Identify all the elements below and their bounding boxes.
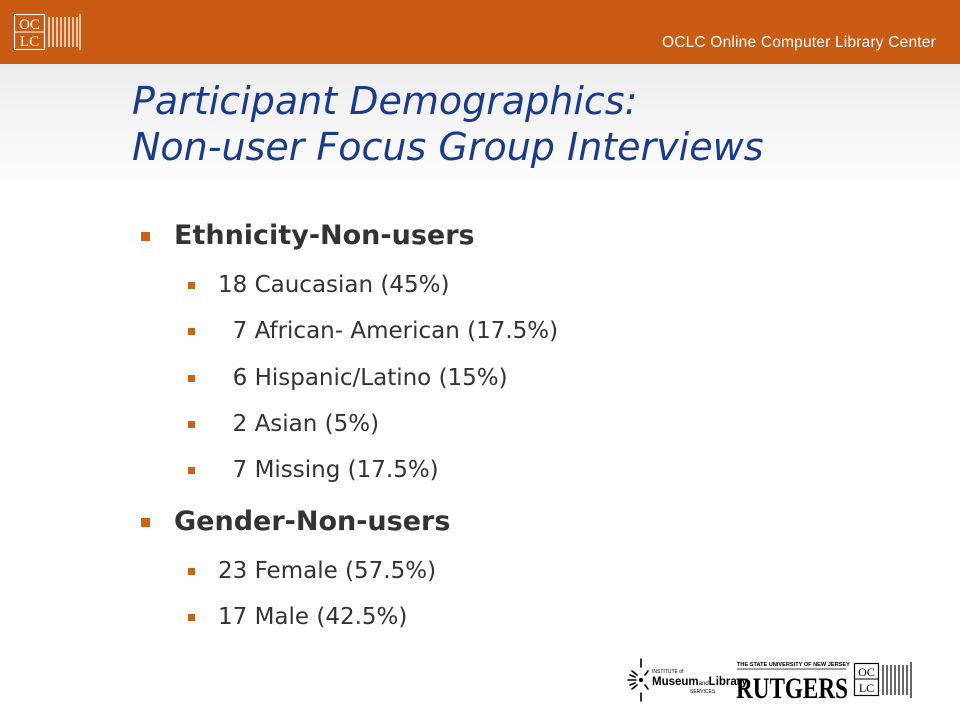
list-item: 18 Caucasian (45%) (218, 272, 450, 298)
oclc-footer-top-text: OC (858, 665, 875, 679)
imls-institute-text: INSTITUTE of (652, 669, 684, 675)
list-item: 2 Asian (5%) (218, 411, 380, 437)
slide-title-line-2: Non-user Focus Group Interviews (132, 125, 764, 169)
square-bullet-icon (188, 282, 195, 289)
rutgers-wordmark: RUTGERS (736, 672, 848, 705)
imls-library-text: Library (709, 676, 749, 688)
slide-title: Participant Demographics: Non-user Focus… (132, 78, 764, 170)
list-item: 7 Missing (17.5%) (218, 457, 439, 483)
slide-title-line-1: Participant Demographics: (132, 79, 638, 123)
square-bullet-icon (188, 568, 195, 575)
oclc-logo-top-text: OC (19, 17, 40, 33)
imls-and-text: and (699, 681, 709, 687)
svg-text:MuseumandLibrary: MuseumandLibrary (652, 676, 748, 688)
list-item: 6 Hispanic/Latino (15%) (218, 365, 508, 391)
oclc-footer-logo: OC LC (853, 662, 912, 698)
imls-museum-text: Museum (652, 676, 699, 688)
square-bullet-icon (188, 614, 195, 621)
imls-services-text: SERVICES (690, 689, 716, 695)
oclc-footer-bottom-text: LC (859, 681, 874, 695)
list-item: 17 Male (42.5%) (218, 604, 408, 630)
list-item: 7 African- American (17.5%) (218, 318, 559, 344)
list-item: 23 Female (57.5%) (218, 558, 437, 584)
oclc-logo: OC LC (14, 14, 81, 50)
square-bullet-icon (188, 328, 195, 335)
rutgers-tagline: THE STATE UNIVERSITY OF NEW JERSEY (737, 662, 850, 668)
square-bullet-icon (188, 375, 195, 382)
header-bar: OC LC OCLC Online Computer Library Cente… (0, 0, 960, 64)
section-heading-gender: Gender-Non-users (174, 506, 451, 537)
footer-logos: INSTITUTE of MuseumandLibrary SERVICES T… (627, 658, 912, 705)
rutgers-logo: THE STATE UNIVERSITY OF NEW JERSEY RUTGE… (736, 662, 850, 705)
square-bullet-icon (188, 421, 195, 428)
square-bullet-icon (141, 518, 150, 527)
square-bullet-icon (141, 232, 150, 241)
imls-logo: INSTITUTE of MuseumandLibrary SERVICES (627, 658, 748, 702)
oclc-logo-bottom-text: LC (20, 34, 39, 50)
square-bullet-icon (188, 467, 195, 474)
organization-name: OCLC Online Computer Library Center (661, 34, 936, 51)
title-band (0, 64, 960, 194)
section-heading-ethnicity: Ethnicity-Non-users (174, 220, 475, 251)
